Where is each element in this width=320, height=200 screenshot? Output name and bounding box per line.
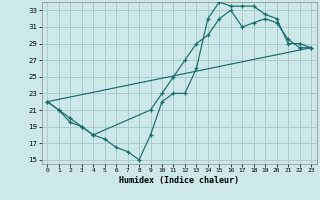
X-axis label: Humidex (Indice chaleur): Humidex (Indice chaleur) <box>119 176 239 185</box>
